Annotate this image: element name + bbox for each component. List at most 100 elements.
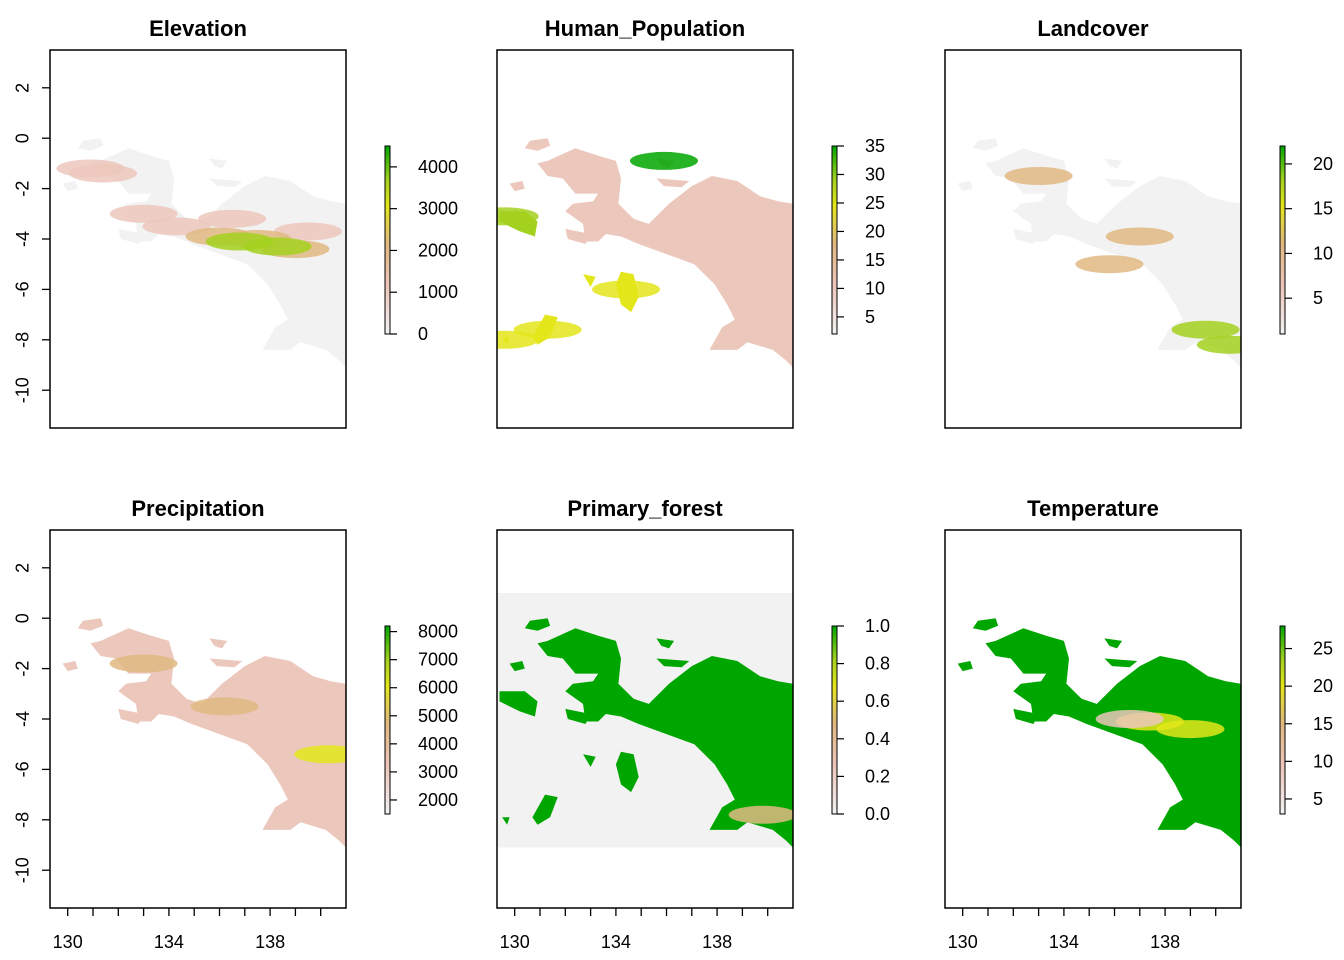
raster-area <box>497 138 793 368</box>
land-cell-1 <box>77 618 104 631</box>
land-cell-2 <box>509 181 525 192</box>
panel-frame <box>496 529 794 909</box>
land-cell-4 <box>656 658 690 668</box>
legend-colorbar <box>384 145 391 335</box>
legend-tick-label: 1.0 <box>865 616 890 636</box>
legend-tick-label: 20 <box>865 221 885 241</box>
value-patch-1-0 <box>592 280 661 299</box>
legend-tick-label: 8000 <box>418 622 458 642</box>
panel-title: Temperature <box>1027 496 1159 521</box>
land-cell-2 <box>509 661 525 672</box>
legend-tick-label: 5 <box>1313 789 1323 809</box>
value-patch-0-2 <box>1075 255 1144 274</box>
legend-tick-label: 15 <box>1313 714 1333 734</box>
panel-title: Precipitation <box>131 496 264 521</box>
land-cell-5 <box>565 708 591 724</box>
raster-area <box>957 618 1241 848</box>
land-cell-4 <box>1104 178 1138 188</box>
raster-area <box>497 593 793 848</box>
legend-tick-label: 25 <box>1313 639 1333 659</box>
x-tick-label: 138 <box>255 932 285 952</box>
panel-landcover: Landcover 5 10 15 20 <box>944 16 1333 429</box>
land-cell-5 <box>565 228 591 244</box>
value-patch-0-1 <box>1156 720 1225 739</box>
land-cell-5 <box>1013 708 1039 724</box>
legend-tick-label: 15 <box>1313 199 1333 219</box>
land-cell-2 <box>957 181 973 192</box>
value-patch-0-4 <box>198 209 267 228</box>
land-cell-2 <box>957 661 973 672</box>
y-tick-label: -2 <box>13 661 33 677</box>
x-tick-label: 138 <box>1150 932 1180 952</box>
land-cell-5 <box>1013 228 1039 244</box>
value-patch-1-1 <box>1196 335 1241 354</box>
land-cell-5 <box>118 228 144 244</box>
value-patch-0-1 <box>69 164 138 183</box>
x-tick-label: 130 <box>948 932 978 952</box>
legend-tick-label: 2000 <box>418 240 458 260</box>
legend-tick-label: 4000 <box>418 734 458 754</box>
land-cell-1 <box>972 138 999 151</box>
legend-tick-label: 5 <box>1313 288 1323 308</box>
land-cell-0 <box>537 148 793 368</box>
legend-tick-label: 2000 <box>418 790 458 810</box>
legend-tick-label: 0.2 <box>865 766 890 786</box>
value-patch-1-0 <box>1095 710 1164 728</box>
value-patch-0-0 <box>1004 167 1073 185</box>
legend-tick-label: 6000 <box>418 678 458 698</box>
legend-colorbar <box>831 625 838 815</box>
legend-tick-label: 3000 <box>418 762 458 782</box>
land-cell-1 <box>524 138 551 151</box>
y-tick-label: 0 <box>13 133 33 143</box>
panel-frame <box>944 49 1242 429</box>
land-cell-4 <box>656 178 690 188</box>
panel-human_population: Human_Population 5 10 15 20 25 30 35 <box>496 16 885 429</box>
legend-tick-label: 15 <box>865 250 885 270</box>
legend-colorbar <box>831 145 838 335</box>
value-patch-1-0 <box>1171 320 1240 339</box>
y-tick-label: -4 <box>13 231 33 247</box>
y-tick-label: 2 <box>13 83 33 93</box>
legend-tick-label: 25 <box>865 193 885 213</box>
land-cell-3 <box>209 158 228 169</box>
land-cell-3 <box>1104 158 1123 169</box>
land-cell-5 <box>118 708 144 724</box>
value-patch-0-1 <box>190 697 259 716</box>
legend-tick-label: 30 <box>865 164 885 184</box>
land-cell-0 <box>90 628 346 848</box>
legend-tick-label: 7000 <box>418 650 458 670</box>
x-tick-label: 134 <box>154 932 184 952</box>
raster-area <box>56 138 346 368</box>
land-cell-1 <box>524 618 551 631</box>
value-patch-0-1 <box>1105 227 1174 246</box>
legend-tick-label: 10 <box>1313 751 1333 771</box>
island-cell-3 <box>532 794 558 825</box>
legend-tick-label: 35 <box>865 136 885 156</box>
value-patch-0-0 <box>497 207 539 226</box>
legend-tick-label: 10 <box>1313 243 1333 263</box>
y-tick-label: -6 <box>13 761 33 777</box>
legend-tick-label: 0.0 <box>865 804 890 824</box>
legend-colorbar <box>1279 625 1286 815</box>
y-tick-label: -4 <box>13 711 33 727</box>
land-cell-1 <box>972 618 999 631</box>
y-tick-label: -6 <box>13 281 33 297</box>
panel-elevation: Elevation 2 0 -2 -4 -6 -8 -10 0 1000 2000 3000 4000 <box>13 16 458 429</box>
y-tick-label: -2 <box>13 181 33 197</box>
panel-title: Human_Population <box>545 16 745 41</box>
land-cell-2 <box>62 181 78 192</box>
y-tick-label: -10 <box>13 857 33 883</box>
legend-tick-label: 5 <box>865 307 875 327</box>
land-cell-4 <box>1104 658 1138 668</box>
land-cell-4 <box>209 178 243 188</box>
value-patch-1-0 <box>294 745 346 764</box>
land-cell-3 <box>656 638 675 649</box>
land-cell-3 <box>1104 638 1123 649</box>
panel-title: Elevation <box>149 16 247 41</box>
panel-temperature: Temperature 130 134 138 5 10 15 20 25 <box>944 496 1333 952</box>
land-cell-4 <box>209 658 243 668</box>
legend-tick-label: 0.8 <box>865 654 890 674</box>
value-patch-0-0 <box>728 805 793 824</box>
land-cell-0 <box>90 148 346 368</box>
land-cell-0 <box>985 148 1241 368</box>
